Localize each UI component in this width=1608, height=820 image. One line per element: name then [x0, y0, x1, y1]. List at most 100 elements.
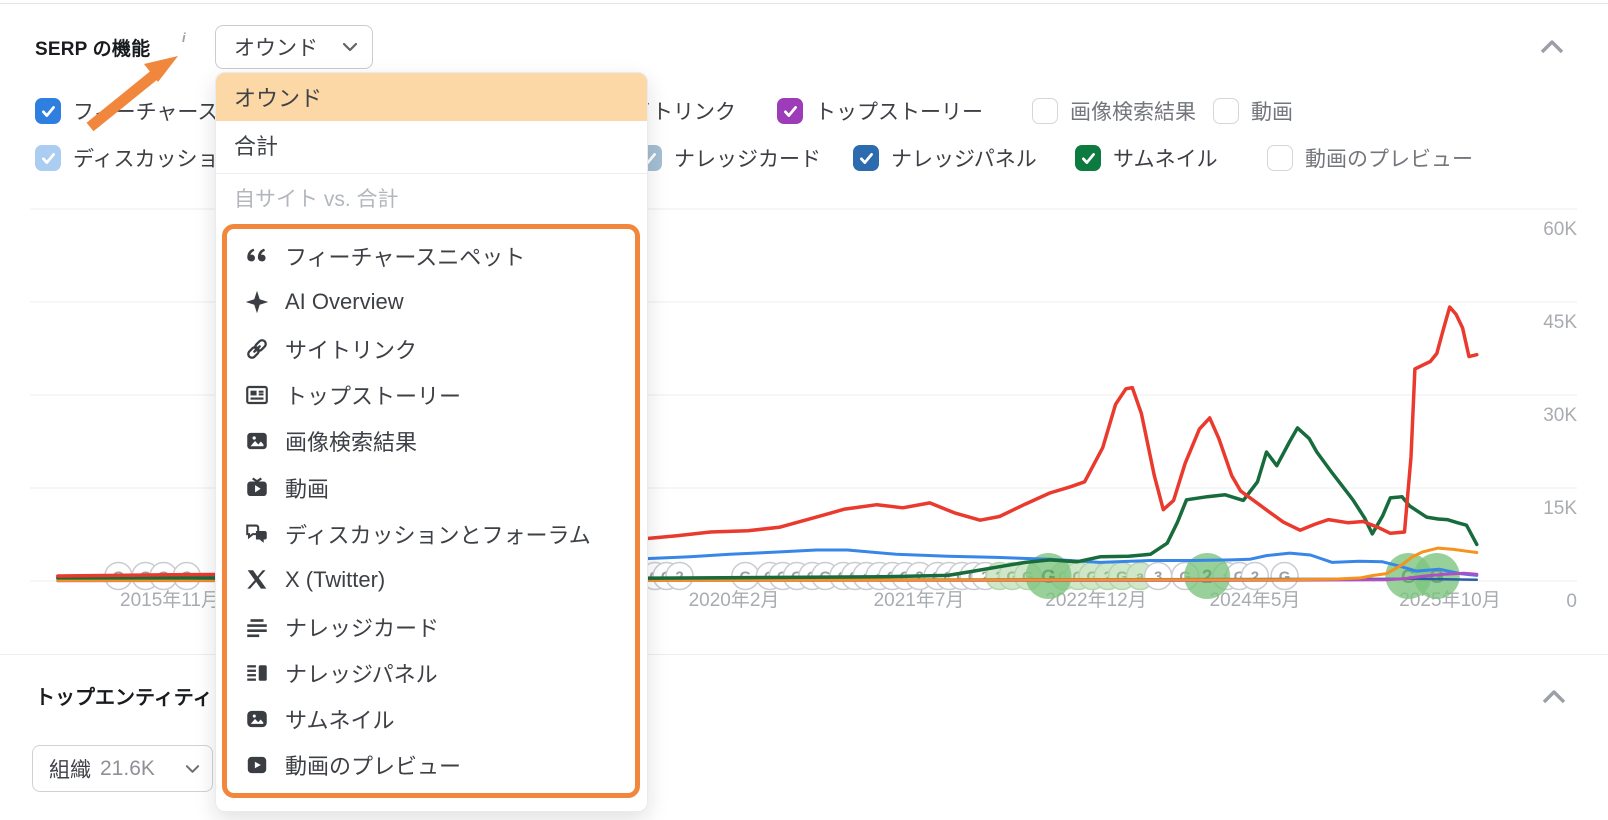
feature-filter-checked[interactable]: ナレッジカード	[636, 143, 821, 173]
checkbox[interactable]	[35, 145, 61, 171]
image-icon	[244, 428, 270, 454]
menu-feature-option[interactable]: サイトリンク	[227, 326, 635, 372]
panel-icon	[244, 660, 270, 686]
svg-text:G: G	[1007, 568, 1019, 585]
entity-type-label: 組織	[49, 758, 91, 782]
svg-text:G: G	[1279, 568, 1291, 585]
menu-feature-option[interactable]: トップストーリー	[227, 372, 635, 418]
y-axis-tick-label: 15K	[1543, 498, 1577, 519]
menu-feature-label: 画像検索結果	[285, 430, 418, 456]
sparkle-icon	[244, 289, 270, 315]
collapse-entities-section-button[interactable]	[1536, 682, 1572, 712]
menu-feature-option[interactable]: サムネイル	[227, 696, 635, 742]
svg-text:G: G	[1116, 568, 1128, 585]
checkbox[interactable]	[1267, 145, 1293, 171]
menu-feature-label: トップストーリー	[285, 384, 462, 410]
menu-feature-option[interactable]: AI Overview	[227, 279, 635, 325]
thumbnail-icon	[244, 706, 270, 732]
entity-type-dropdown-button[interactable]: 組織 21.6K	[32, 745, 213, 792]
checkbox-label: 画像検索結果	[1070, 101, 1196, 124]
svg-text:G: G	[1087, 568, 1099, 585]
series-line-orange	[56, 546, 1479, 582]
menu-feature-label: 動画	[285, 476, 330, 502]
feature-filter-unchecked[interactable]: 動画のプレビュー	[1267, 143, 1473, 173]
quote-icon	[244, 243, 270, 269]
svg-text:G: G	[1429, 567, 1444, 588]
checkbox[interactable]	[1032, 98, 1058, 124]
feature-options-highlight-group: フィーチャースニペット AI Overview サイトリンクトップストーリー 画像検索…	[222, 224, 640, 798]
feature-filter-unchecked[interactable]: 画像検索結果	[1032, 96, 1196, 126]
checkbox-label: 動画	[1251, 101, 1293, 124]
chat-icon	[244, 521, 270, 547]
top-divider	[0, 3, 1608, 4]
menu-feature-label: ナレッジカード	[285, 615, 440, 641]
menu-option-total[interactable]: 合計	[234, 134, 279, 159]
menu-group-header: 自サイト vs. 合計	[234, 188, 399, 211]
y-axis-tick-label: 30K	[1543, 405, 1577, 426]
checkbox[interactable]	[1213, 98, 1239, 124]
menu-feature-option[interactable]: ナレッジパネル	[227, 650, 635, 696]
chevron-up-icon	[1540, 40, 1564, 54]
svg-text:G: G	[1041, 567, 1056, 588]
menu-feature-option[interactable]: 動画	[227, 464, 635, 510]
x-icon	[244, 567, 270, 593]
menu-feature-option[interactable]: ナレッジカード	[227, 603, 635, 649]
google-update-marker[interactable]: G	[1270, 561, 1299, 591]
menu-divider	[216, 173, 647, 174]
svg-text:2: 2	[1202, 567, 1213, 588]
menu-option-owned[interactable]: オウンド	[216, 73, 647, 121]
google-update-marker[interactable]: 3	[1143, 561, 1173, 591]
menu-feature-label: ディスカッションとフォーラム	[285, 522, 591, 548]
google-update-marker[interactable]: 2	[665, 561, 694, 591]
menu-feature-label: AI Overview	[285, 289, 404, 315]
checkbox[interactable]	[1075, 145, 1101, 171]
menu-feature-option[interactable]: 動画のプレビュー	[227, 742, 635, 788]
checkbox[interactable]	[777, 98, 803, 124]
video-icon	[244, 475, 270, 501]
collapse-serp-section-button[interactable]	[1534, 32, 1570, 62]
dropdown-button-label: オウンド	[234, 37, 318, 60]
info-icon[interactable]: i	[182, 30, 186, 45]
google-update-marker[interactable]: 2	[1240, 561, 1270, 591]
google-update-marker[interactable]: 2	[1184, 553, 1231, 599]
check-icon	[1081, 152, 1095, 164]
checkbox[interactable]	[35, 98, 61, 124]
entities-section-title: トップエンティティ	[35, 687, 213, 709]
menu-feature-label: サイトリンク	[285, 337, 418, 363]
newspaper-icon	[244, 382, 270, 408]
chevron-up-icon	[1542, 690, 1566, 704]
checkbox[interactable]	[853, 145, 879, 171]
serp-mode-dropdown-button[interactable]: オウンド	[215, 25, 373, 69]
series-line-red	[56, 305, 1479, 578]
svg-text:3: 3	[1154, 568, 1162, 585]
menu-feature-label: X (Twitter)	[285, 567, 386, 593]
y-axis-tick-label: 60K	[1543, 219, 1577, 240]
feature-filter-unchecked[interactable]: 動画	[1213, 96, 1293, 126]
feature-filter-checked[interactable]: トップストーリー	[777, 96, 983, 126]
feature-filter-checked[interactable]: ナレッジパネル	[853, 143, 1037, 173]
checkbox-label: ナレッジカード	[674, 148, 821, 171]
menu-feature-label: 動画のプレビュー	[285, 754, 462, 780]
x-axis-tick-label: 2021年7月	[874, 589, 965, 611]
x-axis-tick-label: 2022年12月	[1045, 589, 1146, 611]
y-axis-tick-label: 45K	[1543, 312, 1577, 333]
menu-feature-option[interactable]: ディスカッションとフォーラム	[227, 511, 635, 557]
checkbox-label: 動画のプレビュー	[1305, 148, 1473, 171]
menu-feature-option[interactable]: フィーチャースニペット	[227, 233, 635, 279]
menu-feature-label: フィーチャースニペット	[285, 245, 526, 271]
chevron-down-icon	[185, 764, 200, 773]
menu-feature-label: ナレッジパネル	[285, 661, 438, 687]
play-icon	[244, 752, 270, 778]
google-update-marker[interactable]: G	[1025, 553, 1072, 599]
feature-filter-checked[interactable]: サムネイル	[1075, 143, 1218, 173]
check-icon	[859, 152, 873, 164]
link-icon	[244, 336, 270, 362]
y-axis-tick-label: 0	[1566, 591, 1577, 612]
menu-feature-option[interactable]: X (Twitter)	[227, 557, 635, 603]
menu-feature-option[interactable]: 画像検索結果	[227, 418, 635, 464]
serp-mode-dropdown-menu: オウンド 合計 自サイト vs. 合計 フィーチャースニペット AI Overvi…	[215, 72, 648, 812]
svg-text:a: a	[1136, 568, 1145, 585]
x-axis-tick-label: 2015年11月	[120, 589, 220, 611]
checkbox-label: ナレッジパネル	[891, 148, 1037, 171]
